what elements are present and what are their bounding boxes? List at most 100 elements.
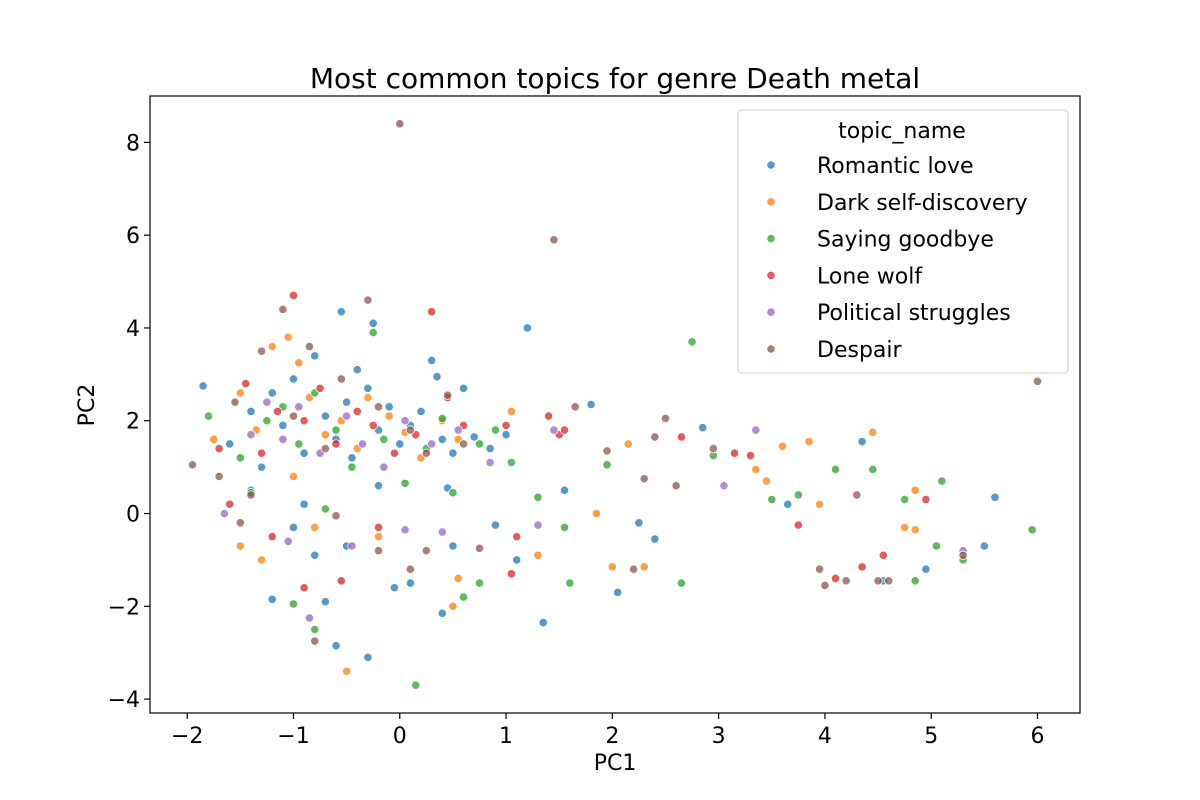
data-point: [331, 425, 341, 435]
data-point: [501, 430, 511, 440]
data-point: [214, 471, 224, 482]
legend-label: Despair: [817, 338, 902, 363]
x-axis-label: PC1: [594, 751, 637, 776]
data-point: [304, 613, 315, 623]
data-point: [814, 499, 825, 509]
data-point: [437, 413, 447, 424]
data-point: [389, 448, 400, 458]
data-point: [522, 323, 532, 333]
series-group: [214, 290, 931, 593]
data-point: [225, 439, 235, 449]
legend-marker: [766, 270, 776, 280]
data-point: [283, 332, 293, 342]
data-point: [857, 562, 867, 572]
data-point: [442, 390, 453, 400]
data-point: [342, 397, 352, 407]
data-point: [342, 666, 352, 676]
data-point: [458, 383, 469, 393]
data-point: [650, 534, 660, 544]
y-tick-label: −2: [108, 595, 140, 620]
legend-marker: [766, 234, 776, 244]
data-point: [921, 495, 931, 505]
series-group: [219, 397, 968, 623]
data-point: [262, 416, 272, 426]
x-tick-label: 3: [712, 724, 726, 749]
data-point: [405, 578, 415, 588]
x-tick-label: 2: [605, 724, 619, 749]
data-point: [900, 522, 910, 533]
data-point: [437, 527, 447, 537]
data-point: [751, 425, 761, 435]
data-point: [363, 295, 373, 305]
data-point: [347, 453, 357, 463]
data-point: [427, 307, 437, 317]
data-point: [427, 439, 437, 449]
data-point: [373, 522, 384, 533]
data-point: [804, 437, 814, 447]
data-point: [320, 430, 330, 440]
legend-title: topic_name: [838, 119, 966, 144]
data-point: [751, 464, 761, 475]
data-point: [745, 450, 756, 461]
data-point: [256, 555, 267, 565]
data-point: [841, 576, 851, 586]
legend-label: Romantic love: [817, 154, 974, 179]
data-point: [288, 290, 299, 301]
data-point: [512, 555, 522, 565]
data-point: [278, 434, 288, 444]
data-point: [384, 411, 394, 421]
data-point: [384, 402, 394, 412]
legend-label: Dark self-discovery: [817, 191, 1028, 216]
data-point: [485, 457, 495, 468]
data-point: [602, 446, 612, 456]
x-tick-label: 1: [499, 724, 513, 749]
data-point: [549, 235, 559, 245]
data-point: [565, 578, 575, 588]
data-point: [628, 564, 639, 574]
data-point: [246, 430, 256, 440]
data-point: [607, 562, 617, 572]
data-point: [474, 543, 485, 553]
x-tick-label: 6: [1030, 724, 1044, 749]
y-tick-label: 4: [126, 317, 140, 342]
data-point: [187, 460, 198, 470]
data-point: [676, 578, 687, 588]
data-point: [310, 522, 320, 533]
data-point: [395, 119, 405, 129]
data-point: [878, 550, 888, 560]
data-point: [395, 439, 405, 449]
data-point: [363, 383, 373, 393]
y-axis-ticks: −4 −2 0 2 4 6 8: [108, 131, 150, 713]
data-point: [288, 599, 299, 609]
data-point: [586, 399, 596, 410]
data-point: [368, 327, 378, 338]
data-point: [559, 485, 570, 495]
data-point: [783, 499, 793, 509]
data-point: [310, 624, 320, 635]
data-point: [294, 402, 304, 412]
data-point: [246, 406, 256, 417]
data-point: [373, 481, 384, 491]
data-point: [310, 351, 320, 361]
y-axis-label: PC2: [75, 384, 100, 427]
y-tick-label: 6: [126, 224, 140, 249]
data-point: [469, 432, 479, 442]
data-point: [660, 413, 671, 424]
data-point: [533, 492, 543, 502]
data-point: [373, 402, 384, 412]
data-point: [342, 411, 352, 421]
data-point: [363, 392, 373, 403]
series-group: [187, 119, 1043, 646]
data-point: [379, 462, 389, 472]
y-tick-label: −4: [108, 688, 140, 713]
data-point: [331, 439, 341, 449]
data-point: [602, 460, 612, 470]
data-point: [315, 383, 325, 393]
x-tick-label: 5: [924, 724, 938, 749]
data-point: [719, 481, 729, 491]
data-point: [427, 355, 437, 366]
data-point: [400, 416, 410, 426]
data-point: [437, 608, 447, 618]
data-point: [698, 423, 708, 433]
data-point: [299, 448, 309, 458]
